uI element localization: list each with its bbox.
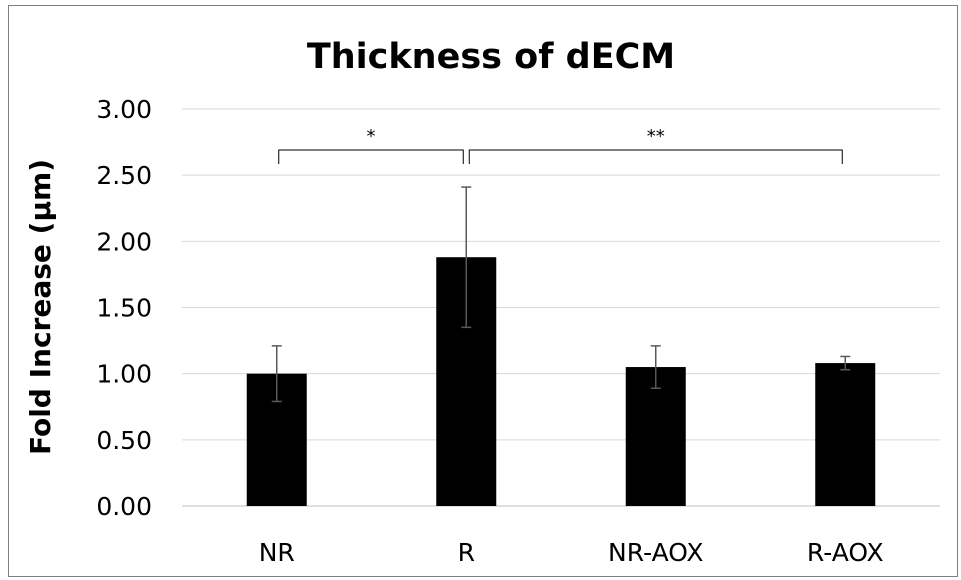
bar-r-aox bbox=[815, 363, 876, 506]
y-axis-label: Fold Increase (µm) bbox=[24, 159, 57, 455]
y-tick-label: 1.50 bbox=[96, 294, 152, 323]
significance-label: * bbox=[367, 126, 376, 147]
y-tick-label: 0.00 bbox=[96, 492, 152, 521]
chart-title: Thickness of dECM bbox=[307, 37, 675, 77]
x-category-label: R-AOX bbox=[807, 538, 884, 567]
x-category-labels: NR R NR-AOX R-AOX bbox=[259, 538, 884, 567]
significance-annotations: * ** bbox=[278, 126, 843, 164]
error-bars bbox=[271, 186, 851, 403]
y-tick-label: 2.00 bbox=[96, 227, 152, 256]
x-category-label: NR bbox=[259, 538, 295, 567]
y-tick-label: 2.50 bbox=[96, 161, 152, 190]
significance-bracket bbox=[278, 149, 464, 164]
y-tick-label: 3.00 bbox=[96, 95, 152, 124]
bars bbox=[246, 257, 876, 506]
significance-label: ** bbox=[647, 126, 665, 147]
significance-bracket bbox=[468, 149, 843, 164]
y-tick-label: 0.50 bbox=[96, 426, 152, 455]
y-tick-label: 1.00 bbox=[96, 360, 152, 389]
x-category-label: NR-AOX bbox=[608, 538, 703, 567]
chart-frame bbox=[8, 5, 958, 577]
y-tick-labels: 0.00 0.50 1.00 1.50 2.00 2.50 3.00 bbox=[96, 95, 152, 521]
x-category-label: R bbox=[458, 538, 475, 567]
bar-nr-aox bbox=[625, 367, 686, 506]
gridlines bbox=[182, 108, 940, 507]
